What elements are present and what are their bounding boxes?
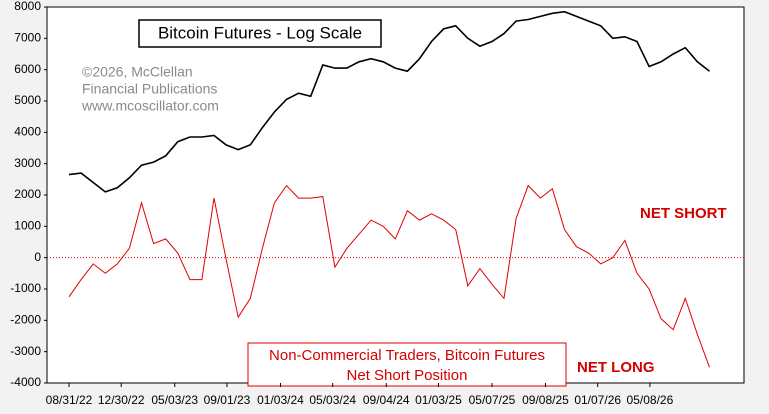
annotation: NET LONG xyxy=(577,359,655,376)
y-tick-label: 2000 xyxy=(14,187,41,201)
x-tick-label: 01/03/25 xyxy=(415,393,462,407)
x-tick-label: 09/08/25 xyxy=(522,393,569,407)
y-tick-label: -4000 xyxy=(10,375,41,389)
credit: ©2026, McClellan xyxy=(82,64,193,80)
y-tick-label: 7000 xyxy=(14,31,41,45)
annotation: NET SHORT xyxy=(640,205,727,222)
plot-area xyxy=(46,6,745,384)
x-tick-label: 05/03/23 xyxy=(151,393,198,407)
y-tick-label: 1000 xyxy=(14,219,41,233)
y-tick-label: 0 xyxy=(34,250,41,264)
series-label: Net Short Position xyxy=(347,367,468,384)
x-tick-label: 05/08/26 xyxy=(627,393,674,407)
x-tick-label: 01/03/24 xyxy=(257,393,304,407)
title-box xyxy=(138,19,382,48)
credit: www.mcoscillator.com xyxy=(81,98,219,114)
x-tick-label: 09/01/23 xyxy=(204,393,251,407)
y-tick-label: 5000 xyxy=(14,93,41,107)
series-label: Non-Commercial Traders, Bitcoin Futures xyxy=(269,347,545,364)
x-tick-label: 01/07/26 xyxy=(574,393,621,407)
y-tick-label: 6000 xyxy=(14,62,41,76)
x-tick-label: 09/04/24 xyxy=(363,393,410,407)
y-tick-label: -3000 xyxy=(10,344,41,358)
credit: Financial Publications xyxy=(82,81,217,97)
chart-title: Bitcoin Futures - Log Scale xyxy=(158,23,362,42)
series-line xyxy=(68,10,710,193)
x-tick-label: 05/03/24 xyxy=(309,393,356,407)
y-tick-label: 3000 xyxy=(14,156,41,170)
y-tick-label: 8000 xyxy=(14,0,41,13)
x-tick-label: 05/07/25 xyxy=(469,393,516,407)
series-line xyxy=(68,184,710,368)
y-tick-label: -1000 xyxy=(10,281,41,295)
label-box xyxy=(247,342,567,387)
y-tick-label: -2000 xyxy=(10,313,41,327)
y-tick-label: 4000 xyxy=(14,125,41,139)
x-tick-label: 12/30/22 xyxy=(98,393,145,407)
x-tick-label: 08/31/22 xyxy=(46,393,93,407)
